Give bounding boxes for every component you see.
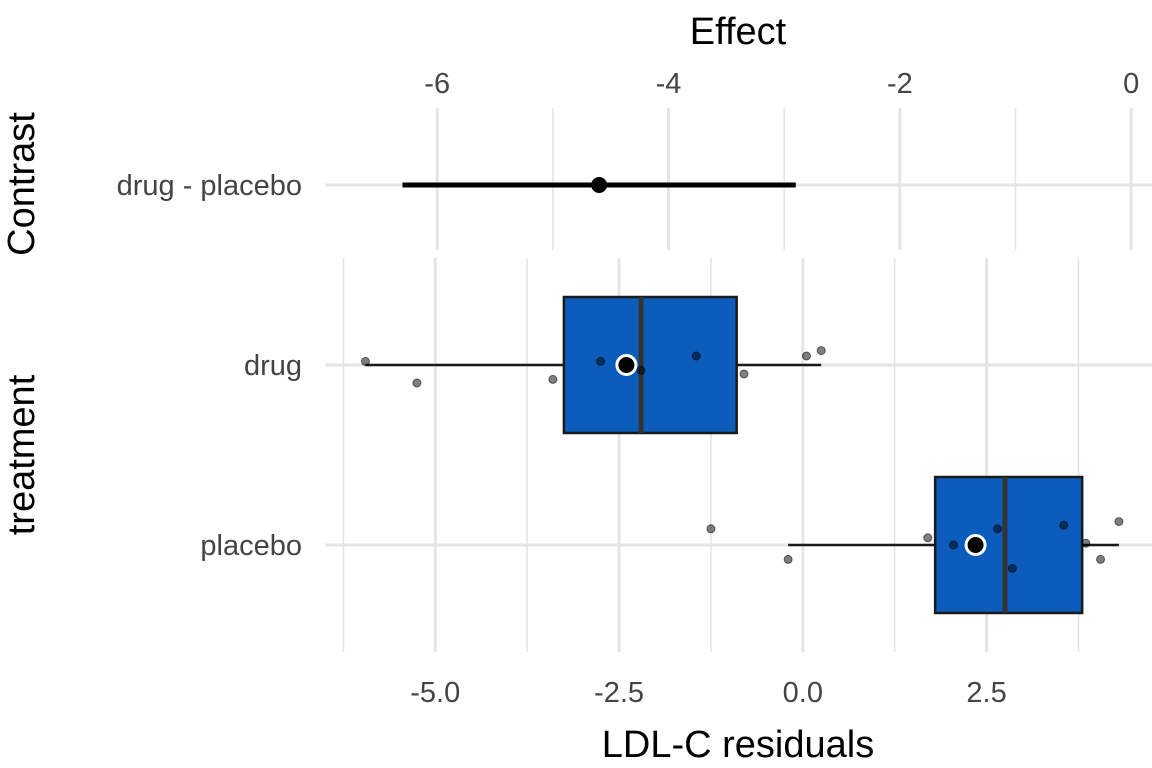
data-point — [1096, 554, 1106, 564]
bottom-x-tick-label: -5.0 — [410, 677, 460, 709]
contrast-panel: -6 -4 -2 0 drug - placebo — [117, 68, 1152, 250]
data-point — [360, 356, 370, 366]
data-point — [1081, 538, 1091, 548]
data-point — [801, 351, 811, 361]
top-x-tick-label: -2 — [887, 68, 913, 100]
data-point — [739, 369, 749, 379]
treatment-label: drug — [244, 350, 302, 382]
box-drug — [562, 295, 738, 435]
contrast-label: drug - placebo — [117, 170, 302, 202]
data-point — [636, 365, 646, 375]
top-y-axis-title: Contrast — [1, 112, 43, 256]
bottom-x-tick-label: 0.0 — [783, 677, 823, 709]
data-point — [1007, 563, 1017, 573]
data-point — [1114, 517, 1124, 527]
data-point — [412, 378, 422, 388]
data-point — [596, 356, 606, 366]
data-point — [993, 524, 1003, 534]
data-point — [923, 533, 933, 543]
data-point — [783, 554, 793, 564]
top-x-tick-label: 0 — [1123, 68, 1139, 100]
top-x-tick-label: -6 — [424, 68, 450, 100]
data-point — [691, 351, 701, 361]
data-point — [706, 524, 716, 534]
bottom-x-tick-label: 2.5 — [966, 677, 1006, 709]
box-placebo — [933, 475, 1084, 615]
bottom-x-axis-title: LDL-C residuals — [602, 724, 874, 766]
contrast-estimate-point — [591, 177, 608, 193]
mean-point — [615, 354, 638, 376]
data-point — [1059, 520, 1069, 530]
bottom-y-axis-title: treatment — [1, 374, 43, 535]
bottom-x-tick-label: -2.5 — [594, 677, 644, 709]
treatment-label: placebo — [200, 530, 302, 562]
top-x-axis-title: Effect — [690, 11, 787, 53]
boxplot-panel: -5.0 -2.5 0.0 2.5 drug placebo — [200, 258, 1152, 709]
data-point — [949, 540, 959, 550]
data-point — [548, 374, 558, 384]
top-x-tick-label: -4 — [656, 68, 682, 100]
mean-point — [964, 534, 987, 556]
data-point — [816, 346, 826, 356]
